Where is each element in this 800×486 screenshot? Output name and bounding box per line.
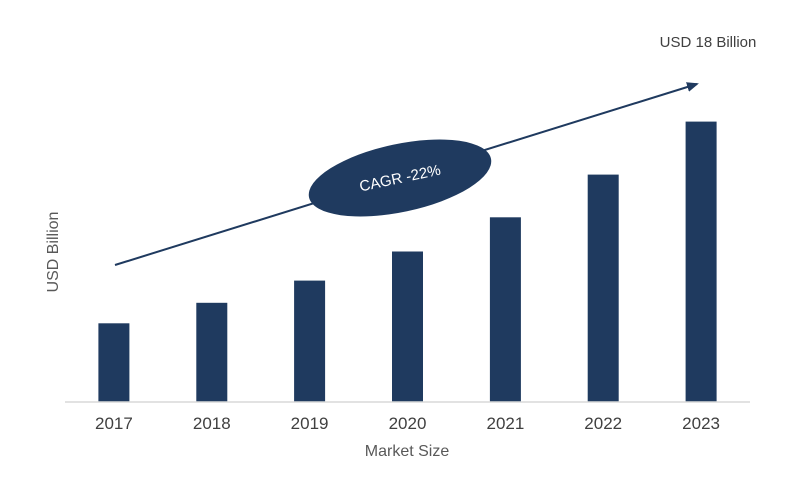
- x-axis-tick-labels: 2017 2018 2019 2020 2021 2022 2023: [95, 414, 720, 433]
- bar-2023: [685, 121, 717, 402]
- end-value-callout: USD 18 Billion: [660, 34, 757, 51]
- cagr-ellipse: [308, 139, 492, 217]
- x-tick-label-2019: 2019: [291, 414, 329, 433]
- y-axis-title: USD Billion: [45, 212, 62, 293]
- x-tick-label-2017: 2017: [95, 414, 133, 433]
- bar-2020: [392, 251, 423, 402]
- x-tick-label-2022: 2022: [584, 414, 622, 433]
- cagr-badge: CAGR -22%: [308, 139, 492, 217]
- bar-2021: [489, 217, 521, 402]
- bar-2017: [98, 323, 130, 402]
- x-tick-label-2021: 2021: [486, 414, 524, 433]
- x-axis-title: Market Size: [365, 443, 450, 460]
- x-tick-label-2018: 2018: [193, 414, 231, 433]
- bar-2019: [294, 280, 326, 402]
- bar-2022: [587, 174, 619, 402]
- x-tick-label-2023: 2023: [682, 414, 720, 433]
- bar-2018: [196, 302, 228, 402]
- x-tick-label-2020: 2020: [389, 414, 427, 433]
- bar-series: [98, 121, 717, 402]
